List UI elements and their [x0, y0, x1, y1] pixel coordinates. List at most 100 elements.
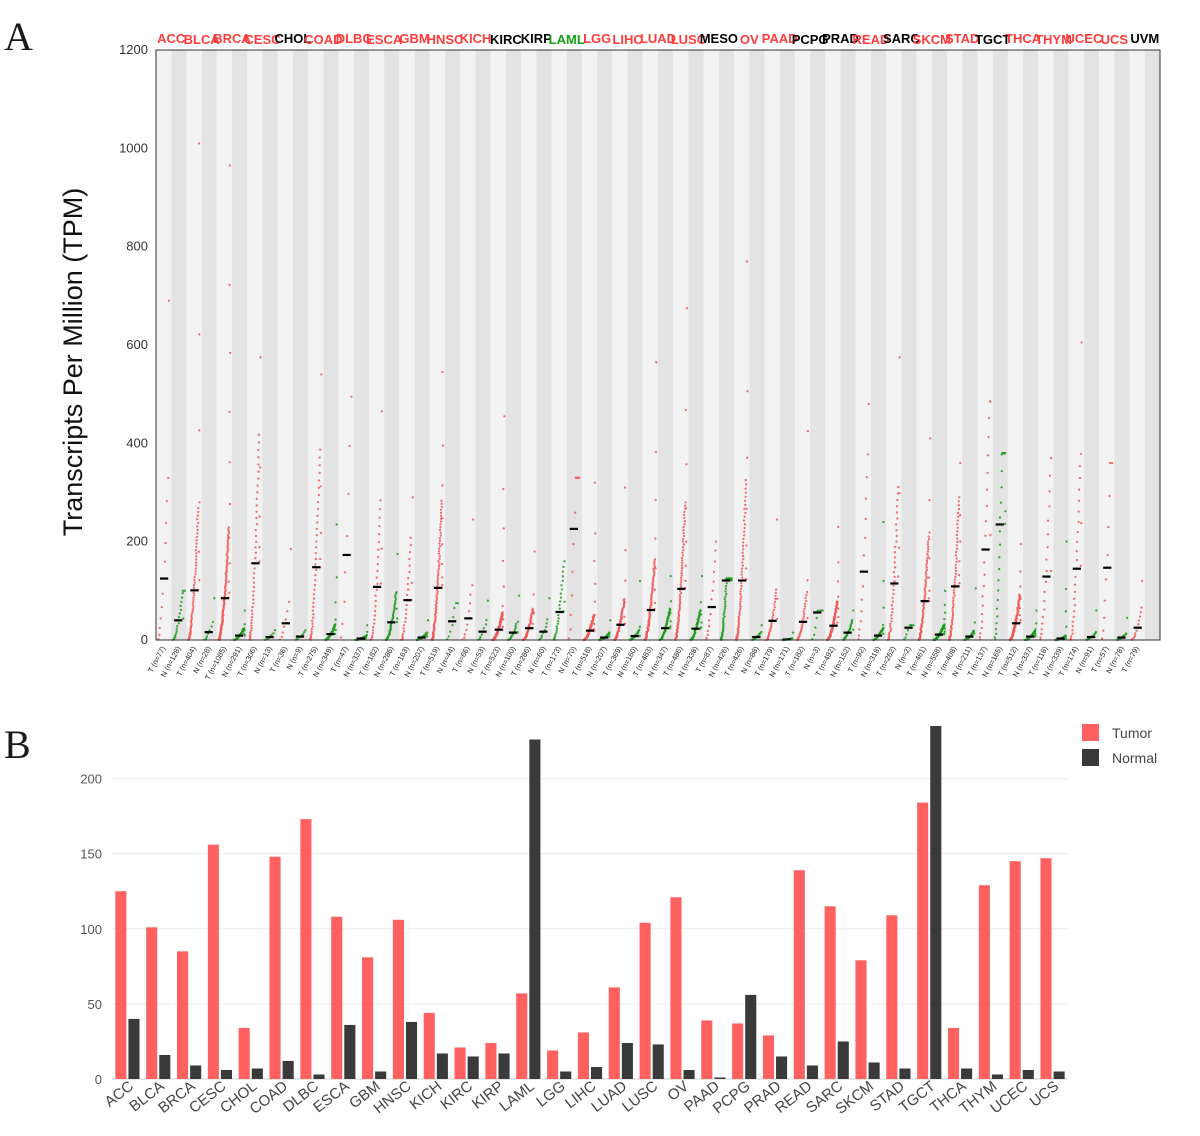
tumor-meso-point	[708, 619, 711, 622]
tumor-luad-point	[652, 574, 656, 577]
tumor-ov-point	[741, 554, 745, 558]
tumor-coad-point	[317, 493, 321, 497]
cancer-label-chol: CHOL	[274, 31, 311, 46]
tumor-brca-point	[228, 536, 231, 539]
tumor-brca-point	[227, 530, 230, 533]
tumor-ov-point	[740, 584, 743, 588]
normal-luad-point	[669, 620, 672, 623]
tumor-ucec-point	[1073, 583, 1077, 586]
normal-acc-point	[183, 589, 186, 592]
column-band-tumor-acc	[156, 50, 172, 640]
normal-stad-point	[973, 621, 976, 624]
tumor-blca-point	[195, 552, 198, 555]
normal-paad-point	[791, 631, 795, 634]
normal-blca-point	[208, 629, 211, 632]
tumor-brca-point	[224, 572, 227, 575]
tumor-gbm-point	[404, 620, 407, 624]
tumor-gbm-point	[406, 582, 409, 586]
cancer-label-ov: OV	[740, 32, 759, 47]
tumor-cesc-point	[249, 633, 252, 636]
tumor-coad-point	[314, 579, 317, 582]
tumor-ov-point	[746, 390, 749, 393]
tumor-uvm-point	[1140, 606, 1143, 609]
tumor-stad-point	[954, 554, 958, 557]
tumor-lusc-point	[680, 571, 683, 575]
bar-normal-laml	[529, 739, 541, 1079]
tumor-laml-point	[560, 588, 564, 591]
normal-paad-point	[790, 636, 794, 640]
tumor-ov-point	[740, 573, 743, 576]
tumor-sarc-point	[889, 622, 892, 626]
tumor-cesc-point	[254, 529, 257, 532]
tumor-stad-point	[955, 560, 958, 563]
tumor-hnsc-point	[441, 484, 444, 487]
tumor-paad-point	[769, 626, 773, 629]
cancer-label-gbm: GBM	[399, 31, 429, 46]
normal-acc-point	[180, 596, 184, 599]
tumor-luad-point	[652, 567, 655, 570]
tumor-stad-point	[949, 624, 953, 628]
tumor-ucec-point	[1079, 564, 1082, 567]
tumor-coad-point	[314, 573, 317, 577]
normal-laml-point	[569, 613, 572, 617]
tumor-brca-point	[229, 351, 232, 354]
tumor-prad-point	[835, 600, 839, 603]
tumor-brca-point	[228, 283, 231, 286]
tumor-acc-point	[164, 521, 168, 524]
tumor-blca-point	[191, 603, 194, 606]
normal-esca-point	[395, 621, 399, 624]
bar-tumor-lgg	[547, 1050, 559, 1079]
tumor-cesc-point	[257, 448, 260, 451]
tumor-brca-point	[228, 562, 231, 565]
tumor-ov-point	[745, 507, 748, 511]
normal-meso-point	[724, 600, 727, 603]
tumor-lusc-point	[679, 583, 682, 586]
normal-luad-point	[668, 607, 671, 610]
normal-thca-point	[1035, 622, 1038, 625]
tumor-read-point	[865, 475, 869, 479]
tumor-ucec-point	[1080, 521, 1083, 525]
tumor-stad-point	[952, 591, 956, 595]
normal-kich-point	[482, 627, 485, 630]
tumor-cesc-point	[258, 560, 261, 563]
tumor-stad-point	[953, 581, 956, 584]
tumor-laml-point	[554, 633, 557, 636]
tumor-sarc-point	[891, 596, 894, 600]
x-tick-label-esca: ESCA	[310, 1078, 353, 1117]
tumor-ov-point	[742, 537, 745, 541]
column-band-normal-prad	[840, 50, 856, 640]
tumor-read-point	[864, 536, 867, 540]
tumor-lgg-point	[594, 582, 597, 585]
tumor-blca-point	[190, 615, 193, 618]
column-band-normal-ov	[749, 50, 765, 640]
normal-meso-point	[723, 597, 726, 601]
tumor-hnsc-point	[440, 562, 444, 566]
column-band-tumor-tgct	[977, 50, 993, 640]
tumor-ucec-point	[1078, 464, 1082, 468]
tumor-kich-point	[463, 633, 466, 636]
tumor-hnsc-point	[436, 582, 439, 585]
tumor-blca-point	[196, 525, 199, 528]
tumor-kirc-point	[501, 604, 504, 608]
tumor-lusc-point	[677, 610, 680, 614]
column-band-tumor-hnsc	[429, 50, 446, 640]
tumor-cesc-point	[255, 523, 259, 526]
tumor-dlbc-point	[341, 622, 344, 626]
tumor-stad-point	[952, 589, 956, 592]
tumor-cesc-point	[259, 466, 262, 469]
tumor-skcm-point	[925, 575, 928, 578]
cancer-label-lgg: LGG	[583, 31, 611, 46]
normal-sarc-point	[905, 633, 908, 636]
y-tick-label: 50	[88, 997, 102, 1012]
normal-laml-point	[569, 628, 572, 631]
tumor-sarc-point	[893, 545, 897, 549]
tumor-lusc-point	[682, 529, 685, 532]
tumor-cesc-point	[257, 456, 260, 459]
bar-tumor-hnsc	[392, 919, 404, 1079]
tumor-hnsc-point	[437, 573, 440, 577]
tumor-pcpg-point	[804, 596, 807, 600]
tumor-stad-point	[957, 500, 960, 503]
tumor-paad-point	[775, 518, 779, 521]
normal-coad-point	[334, 618, 337, 621]
bar-tumor-acc	[115, 891, 127, 1079]
